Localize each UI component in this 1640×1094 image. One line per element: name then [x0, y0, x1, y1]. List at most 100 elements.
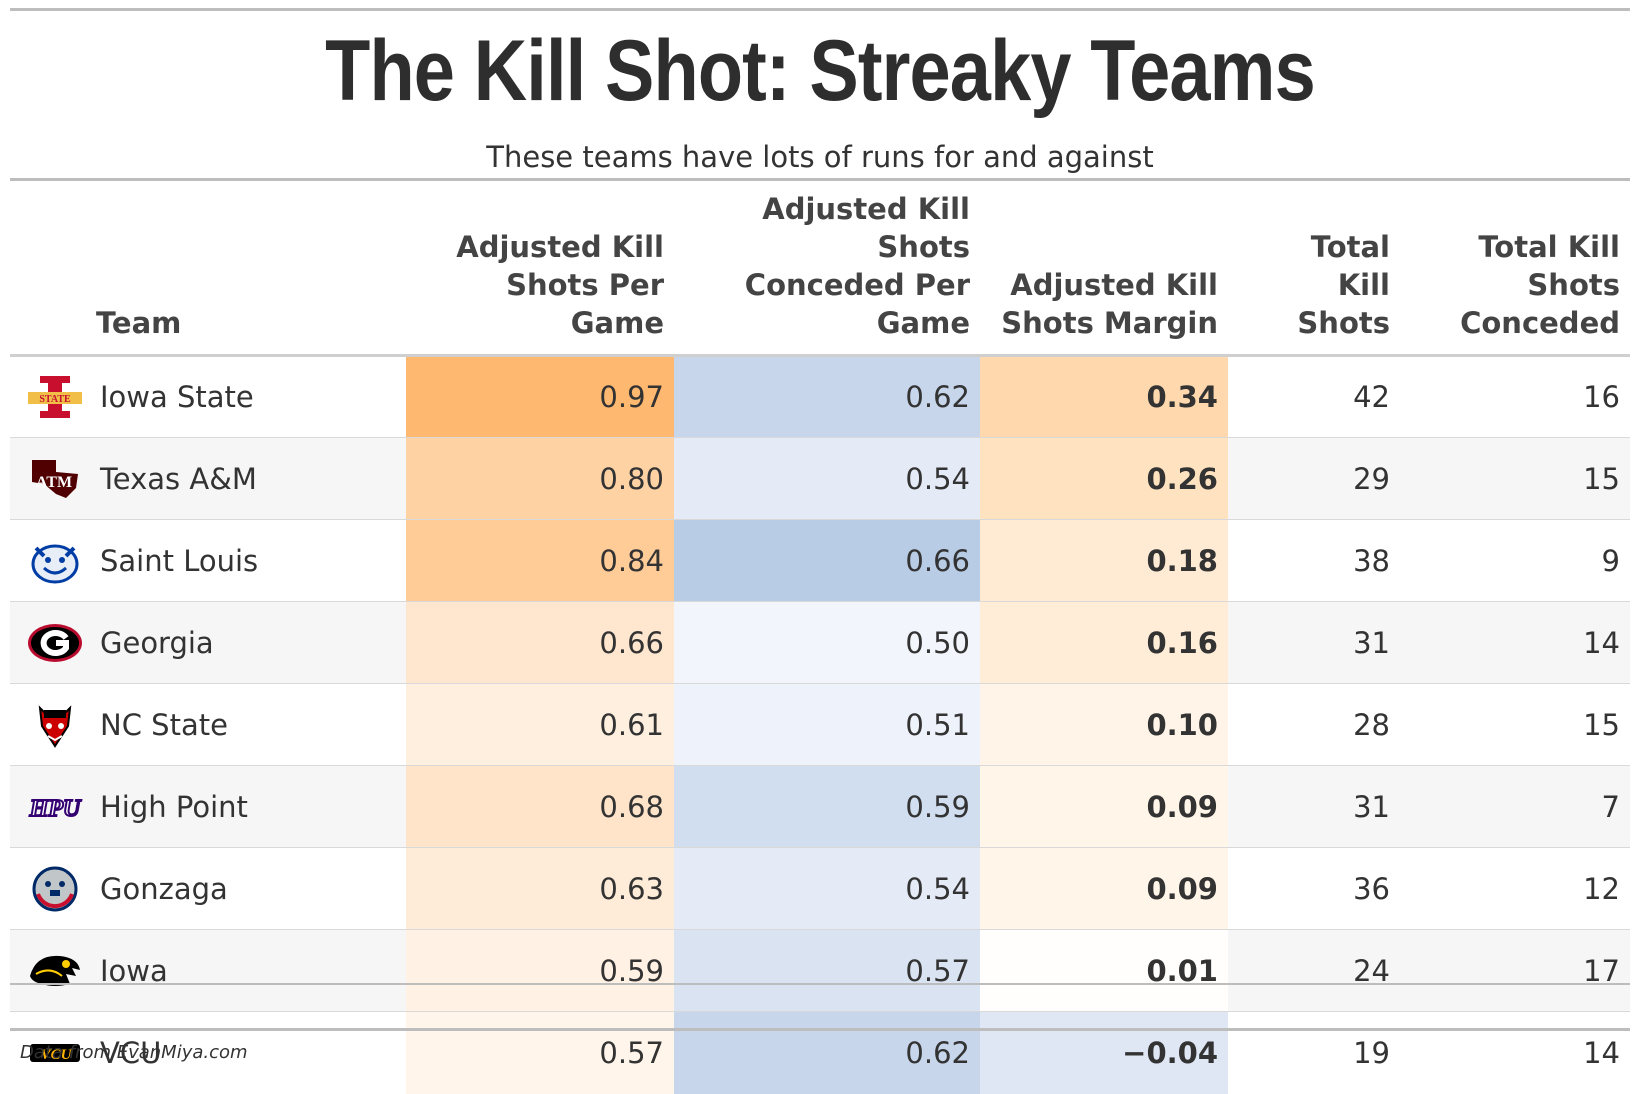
adj-per-game-cell: 0.68 [406, 765, 674, 848]
total-cell: 28 [1353, 707, 1390, 742]
table-row: Saint Louis 0.84 0.66 0.18 38 9 [10, 519, 1630, 602]
adj-per-game-cell: 0.80 [406, 437, 674, 520]
svg-text:VCU: VCU [41, 1047, 73, 1063]
team-name: High Point [90, 765, 406, 848]
adj-margin-cell: 0.10 [980, 683, 1228, 766]
adj-conceded-cell: 0.57 [674, 929, 980, 1012]
total-conceded-cell: 16 [1583, 380, 1620, 414]
team-logo-cell: VCU [10, 1012, 90, 1094]
adj-margin-cell: 0.26 [980, 437, 1228, 520]
high-point-logo: HPU [26, 782, 84, 832]
adj-per-game-cell: 0.84 [406, 519, 674, 602]
adj-per-game-cell: 0.63 [406, 847, 674, 930]
adj-per-game-cell: 0.57 [406, 1011, 674, 1094]
texas-am-logo: ATM [26, 454, 84, 504]
adj-conceded-cell: 0.66 [674, 519, 980, 602]
adj-conceded-cell: 0.62 [674, 1011, 980, 1094]
team-logo-cell: ATM [10, 437, 90, 520]
header-adj-conceded: Adjusted Kill Shots Conceded Per Game [744, 192, 970, 340]
team-logo-cell [10, 684, 90, 766]
svg-text:STATE: STATE [39, 394, 71, 405]
header-adj-per-game: Adjusted Kill Shots Per Game [456, 230, 664, 340]
adj-conceded-cell: 0.50 [674, 601, 980, 684]
team-name: Texas A&M [90, 437, 406, 520]
team-logo-cell: STATE [10, 356, 90, 438]
team-logo-cell [10, 520, 90, 602]
iowa-logo [26, 946, 84, 996]
adj-per-game-cell: 0.66 [406, 601, 674, 684]
total-conceded-cell: 15 [1583, 707, 1620, 742]
source-note: Data from EvanMiya.com [20, 1042, 248, 1063]
adj-margin-cell: −0.04 [980, 1011, 1228, 1094]
team-logo-cell [10, 601, 90, 684]
header-adj-margin: Adjusted Kill Shots Margin [1001, 268, 1218, 340]
chart-subtitle: These teams have lots of runs for and ag… [486, 140, 1154, 174]
table-row: Iowa 0.59 0.57 0.01 24 17 [10, 929, 1630, 1012]
total-cell: 24 [1228, 929, 1400, 1012]
table-row: Gonzaga 0.63 0.54 0.09 36 12 [10, 847, 1630, 930]
total-cell: 31 [1228, 765, 1400, 848]
svg-text:ATM: ATM [36, 474, 72, 491]
adj-conceded-cell: 0.54 [674, 847, 980, 930]
adj-per-game-cell: 0.61 [406, 683, 674, 766]
vcu-logo: VCU [26, 1028, 84, 1078]
team-name: NC State [100, 707, 228, 742]
team-logo-cell: HPU [10, 765, 90, 848]
adj-conceded-cell: 0.62 [674, 355, 980, 438]
saint-louis-logo [26, 536, 84, 586]
table-row: HPU High Point 0.68 0.59 0.09 31 7 [10, 765, 1630, 848]
total-cell: 19 [1353, 1035, 1390, 1070]
team-logo-cell [10, 929, 90, 1012]
adj-conceded-cell: 0.51 [674, 683, 980, 766]
header-top-rule [10, 178, 1630, 181]
total-cell: 31 [1228, 601, 1400, 684]
total-cell: 29 [1228, 437, 1400, 520]
team-name: Iowa [90, 929, 406, 1012]
team-name: Iowa State [100, 380, 254, 414]
team-name: VCU [100, 1035, 162, 1070]
team-name: Georgia [90, 601, 406, 684]
total-conceded-cell: 17 [1400, 929, 1630, 1012]
total-cell: 38 [1353, 543, 1390, 578]
table-row: VCU VCU 0.57 0.62 −0.04 19 14 [10, 1011, 1630, 1094]
footer-rule [10, 983, 1630, 985]
table-row: NC State 0.61 0.51 0.10 28 15 [10, 683, 1630, 766]
top-rule [10, 8, 1630, 11]
iowa-state-logo: STATE [26, 372, 84, 422]
table-row: Georgia 0.66 0.50 0.16 31 14 [10, 601, 1630, 684]
total-cell: 36 [1353, 871, 1390, 906]
table-row: STATE Iowa State 0.97 0.62 0.34 42 16 [10, 355, 1630, 438]
total-conceded-cell: 9 [1601, 543, 1620, 578]
svg-text:HPU: HPU [29, 796, 82, 822]
chart-title: The Kill Shot: Streaky Teams [325, 23, 1316, 119]
kill-shot-table: Team Adjusted Kill Shots Per Game Adjuste… [10, 190, 1630, 1094]
nc-state-logo [26, 700, 84, 750]
total-conceded-cell: 7 [1400, 765, 1630, 848]
adj-per-game-cell: 0.97 [406, 355, 674, 438]
adj-conceded-cell: 0.54 [674, 437, 980, 520]
adj-per-game-cell: 0.59 [406, 929, 674, 1012]
gonzaga-logo [26, 864, 84, 914]
total-conceded-cell: 15 [1400, 437, 1630, 520]
total-conceded-cell: 14 [1583, 1035, 1620, 1070]
adj-margin-cell: 0.09 [980, 847, 1228, 930]
team-logo-cell [10, 848, 90, 930]
table-row: ATM Texas A&M 0.80 0.54 0.26 29 15 [10, 437, 1630, 520]
total-conceded-cell: 12 [1583, 871, 1620, 906]
georgia-logo [26, 618, 84, 668]
adj-margin-cell: 0.18 [980, 519, 1228, 602]
header-team: Team [96, 306, 182, 340]
adj-margin-cell: 0.09 [980, 765, 1228, 848]
header-row: Team Adjusted Kill Shots Per Game Adjuste… [10, 190, 1630, 356]
adj-margin-cell: 0.34 [980, 355, 1228, 438]
total-cell: 42 [1353, 380, 1390, 414]
adj-conceded-cell: 0.59 [674, 765, 980, 848]
table-body: STATE Iowa State 0.97 0.62 0.34 42 16 ATM Texas … [10, 355, 1630, 1094]
header-total: Total Kill Shots [1297, 230, 1390, 340]
adj-margin-cell: 0.01 [980, 929, 1228, 1012]
team-name: Gonzaga [100, 871, 228, 906]
total-conceded-cell: 14 [1400, 601, 1630, 684]
header-total-conceded: Total Kill Shots Conceded [1460, 230, 1620, 340]
adj-margin-cell: 0.16 [980, 601, 1228, 684]
bottom-rule [10, 1028, 1630, 1031]
